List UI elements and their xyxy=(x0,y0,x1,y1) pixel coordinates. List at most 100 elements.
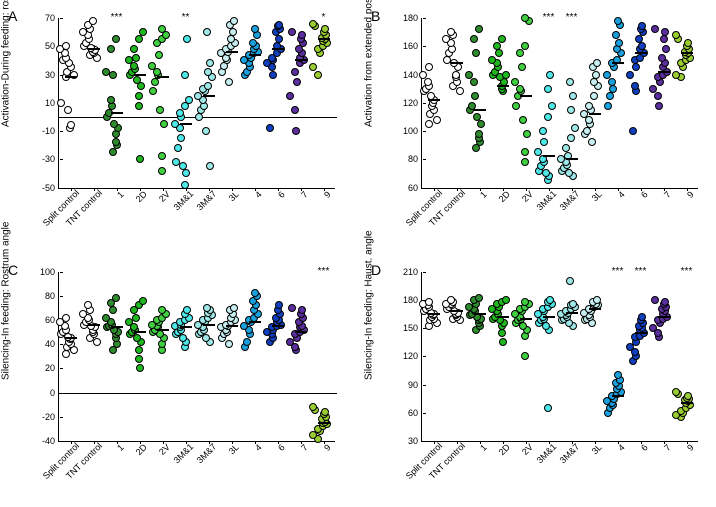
ytick: 40 xyxy=(45,339,59,349)
ytick: -10 xyxy=(42,126,59,136)
median-line xyxy=(249,321,261,323)
xtick-label: 1 xyxy=(478,189,489,200)
xtick-label: 2D xyxy=(133,442,148,457)
data-point xyxy=(606,92,614,100)
data-point xyxy=(498,35,506,43)
data-point xyxy=(225,340,233,348)
data-point xyxy=(172,158,180,166)
data-point xyxy=(655,102,663,110)
data-point xyxy=(135,355,143,363)
data-point xyxy=(179,162,187,170)
data-point xyxy=(540,138,548,146)
data-point xyxy=(534,148,542,156)
ytick: 160 xyxy=(403,41,422,51)
data-point xyxy=(548,102,556,110)
median-line xyxy=(681,402,693,404)
data-point xyxy=(204,68,212,76)
significance-marker: *** xyxy=(681,266,693,277)
data-point xyxy=(286,92,294,100)
ylabel-D: Silencing-In feeding: Haust. angle xyxy=(364,231,375,381)
figure-grid: A Activation-During feeding: rostrum ang… xyxy=(10,10,706,497)
data-point xyxy=(139,28,147,36)
ytick: 80 xyxy=(408,154,422,164)
data-point xyxy=(493,42,501,50)
data-point xyxy=(567,134,575,142)
ytick: -50 xyxy=(42,183,59,193)
significance-marker: * xyxy=(322,12,326,23)
data-point xyxy=(288,28,296,36)
data-point xyxy=(202,127,210,135)
data-point xyxy=(269,71,277,79)
ytick: 90 xyxy=(408,380,422,390)
xtick-label: 3L xyxy=(589,442,603,456)
data-point xyxy=(604,102,612,110)
significance-marker: *** xyxy=(566,12,578,23)
ytick: 60 xyxy=(408,183,422,193)
data-point xyxy=(452,71,460,79)
data-point xyxy=(204,82,212,90)
data-point xyxy=(148,62,156,70)
data-point xyxy=(475,130,483,138)
data-point xyxy=(419,71,427,79)
xtick-label: 9 xyxy=(322,189,333,200)
ytick: 20 xyxy=(45,363,59,373)
data-point xyxy=(176,109,184,117)
median-line xyxy=(612,62,624,64)
data-point xyxy=(571,124,579,132)
xtick-label: 6 xyxy=(639,189,650,200)
ytick: 120 xyxy=(403,351,422,361)
xtick-label: 4 xyxy=(616,442,627,453)
data-point xyxy=(521,148,529,156)
data-point xyxy=(470,78,478,86)
data-point xyxy=(521,352,529,360)
xtick-label: 9 xyxy=(685,442,696,453)
data-point xyxy=(566,78,574,86)
data-point xyxy=(243,338,251,346)
data-point xyxy=(502,71,510,79)
data-point xyxy=(516,85,524,93)
plot-area-B: 6080100120140160180Split controlTNT cont… xyxy=(421,18,698,189)
data-point xyxy=(292,127,300,135)
data-point xyxy=(684,39,692,47)
data-point xyxy=(635,35,643,43)
xtick-label: 4 xyxy=(253,442,264,453)
xtick-label: 3M&7 xyxy=(194,188,218,212)
median-line xyxy=(272,48,284,50)
significance-marker: ** xyxy=(182,12,190,23)
data-point xyxy=(112,294,120,302)
data-point xyxy=(275,35,283,43)
median-line xyxy=(249,54,261,56)
xtick-label: 3M&1 xyxy=(171,442,195,466)
data-point xyxy=(672,71,680,79)
data-point xyxy=(298,306,306,314)
xtick-label: 2V xyxy=(520,442,535,457)
xtick-label: 3M&7 xyxy=(557,442,581,466)
data-point xyxy=(62,314,70,322)
data-point xyxy=(266,124,274,132)
data-point xyxy=(499,338,507,346)
xtick-label: 7 xyxy=(299,442,310,453)
data-point xyxy=(321,408,329,416)
data-point xyxy=(183,35,191,43)
median-line xyxy=(543,155,555,157)
data-point xyxy=(562,144,570,152)
median-line xyxy=(111,326,123,328)
zeroline xyxy=(59,393,337,394)
data-point xyxy=(293,78,301,86)
data-point xyxy=(638,22,646,30)
data-point xyxy=(93,338,101,346)
data-point xyxy=(249,39,257,47)
data-point xyxy=(488,56,496,64)
data-point xyxy=(651,296,659,304)
plot-area-C: -40-20020406080100Split controlTNT contr… xyxy=(58,272,335,443)
data-point xyxy=(567,106,575,114)
data-point xyxy=(521,14,529,22)
data-point xyxy=(67,121,75,129)
data-point xyxy=(109,148,117,156)
median-line xyxy=(88,48,100,50)
median-line xyxy=(474,313,486,315)
xtick-label: 2V xyxy=(520,189,535,204)
ytick: 150 xyxy=(403,323,422,333)
data-point xyxy=(64,106,72,114)
xtick-label: 3L xyxy=(226,442,240,456)
